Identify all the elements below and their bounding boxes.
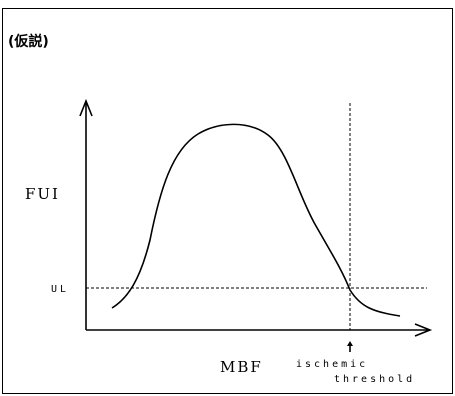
y-axis-label: FUI bbox=[25, 185, 60, 203]
ul-label: UL bbox=[51, 284, 69, 295]
fui-curve bbox=[111, 123, 401, 317]
figure-title: (仮説) bbox=[8, 33, 49, 50]
threshold-annotation-line2: threshold bbox=[334, 374, 415, 385]
threshold-marker-arrowhead bbox=[347, 341, 353, 346]
x-axis-arrowhead bbox=[414, 323, 433, 337]
threshold-annotation-line1: ischemic bbox=[296, 359, 368, 370]
x-axis-label: MBF bbox=[220, 358, 263, 376]
y-axis-arrowhead bbox=[79, 98, 93, 117]
